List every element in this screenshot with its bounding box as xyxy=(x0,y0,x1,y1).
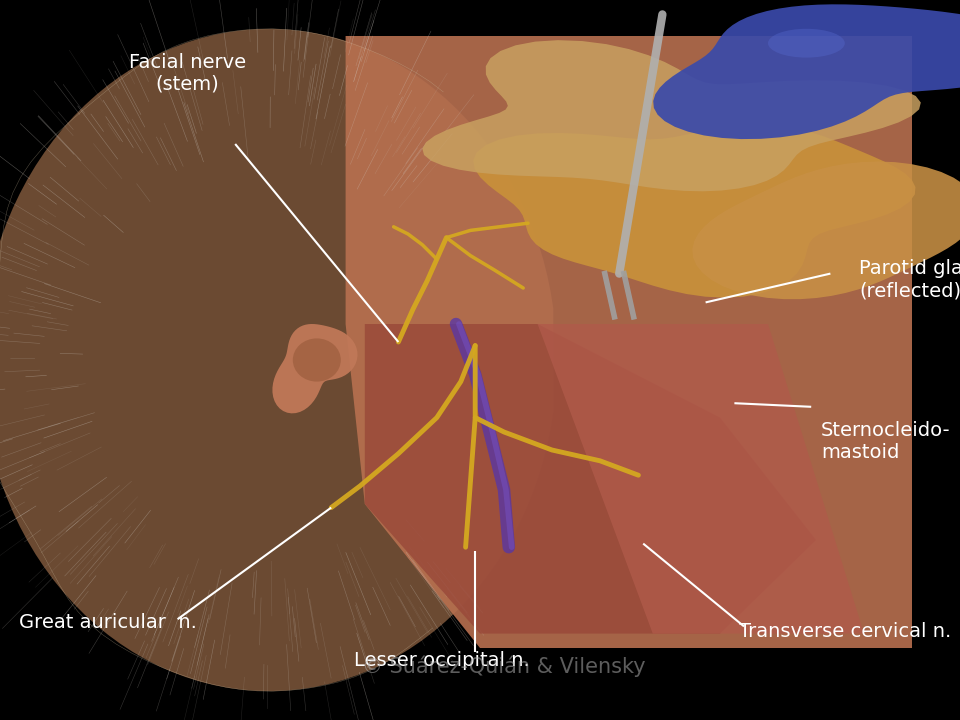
Text: Lesser occipital n.: Lesser occipital n. xyxy=(353,651,530,670)
Polygon shape xyxy=(692,161,960,299)
Text: © Suárez-Quián & Vilensky: © Suárez-Quián & Vilensky xyxy=(362,655,646,677)
Text: Sternocleido-
mastoid: Sternocleido- mastoid xyxy=(821,421,950,462)
Polygon shape xyxy=(365,324,816,634)
Text: Great auricular  n.: Great auricular n. xyxy=(19,613,197,632)
Text: Transverse cervical n.: Transverse cervical n. xyxy=(739,622,951,641)
Polygon shape xyxy=(422,40,921,192)
Ellipse shape xyxy=(768,29,845,58)
Polygon shape xyxy=(0,29,553,691)
Polygon shape xyxy=(473,125,916,297)
Text: Parotid gland
(reflected): Parotid gland (reflected) xyxy=(859,259,960,300)
Polygon shape xyxy=(346,36,912,648)
Polygon shape xyxy=(273,324,357,413)
Polygon shape xyxy=(653,4,960,139)
Polygon shape xyxy=(538,324,864,634)
Text: Facial nerve
(stem): Facial nerve (stem) xyxy=(129,53,246,94)
Ellipse shape xyxy=(293,338,341,382)
